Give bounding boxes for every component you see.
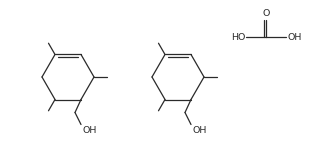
Text: HO: HO <box>231 33 245 41</box>
Text: OH: OH <box>192 126 206 134</box>
Text: OH: OH <box>287 33 301 41</box>
Text: OH: OH <box>82 126 96 134</box>
Text: O: O <box>262 9 270 18</box>
